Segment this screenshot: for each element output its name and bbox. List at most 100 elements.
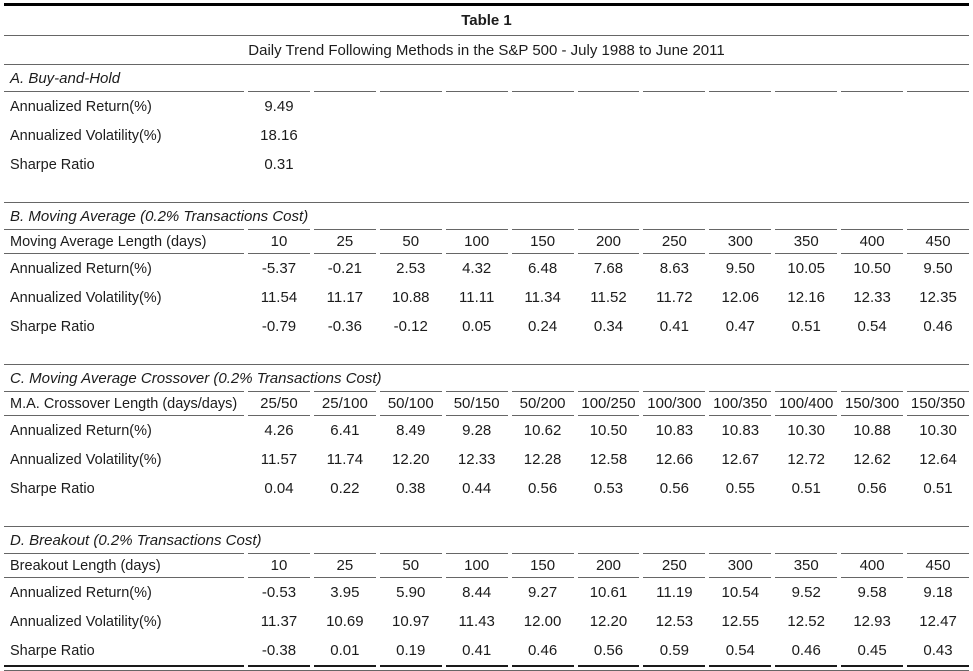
value-cell — [775, 121, 837, 150]
table-row: Sharpe Ratio -0.79 -0.36 -0.12 0.05 0.24 0.34 0… — [4, 312, 969, 341]
column-header-cell: 50/200 — [511, 391, 574, 415]
column-header-cell: 200 — [577, 553, 640, 577]
section-heading: A. Buy-and-Hold — [4, 64, 969, 91]
value-cell: 0.56 — [527, 480, 558, 497]
value-cell: 0.24 — [527, 318, 558, 335]
column-header-cell: 150/300 — [841, 391, 904, 415]
table-row: Annualized Volatility(%) 11.57 11.74 12.20 1… — [4, 445, 969, 474]
value-cell — [313, 91, 376, 121]
value-cell: 0.51 — [791, 318, 821, 335]
value-cell — [511, 91, 574, 121]
column-header-cell: 250 — [643, 229, 706, 253]
value-cell: 10.50 — [577, 415, 640, 445]
table-row: Annualized Volatility(%) 11.54 11.17 10.88 1… — [4, 283, 969, 312]
value-cell: 0.38 — [396, 480, 426, 497]
column-header-label: M.A. Crossover Length (days/days) — [4, 391, 244, 415]
value-cell: 5.90 — [379, 577, 442, 607]
value-cell: 0.54 — [709, 636, 772, 667]
value-cell — [907, 121, 969, 150]
value-cell: 12.64 — [919, 451, 957, 468]
value-cell — [643, 121, 705, 150]
value-cell — [841, 150, 903, 179]
column-header-cell: 250 — [643, 553, 706, 577]
row-label: Annualized Return(%) — [4, 415, 244, 445]
value-cell: 8.44 — [445, 577, 508, 607]
column-header-cell: 150 — [511, 553, 574, 577]
value-cell — [379, 91, 442, 121]
value-cell: 11.11 — [459, 289, 495, 306]
column-header-cell: 100/350 — [709, 391, 772, 415]
value-cell: 10.69 — [326, 613, 364, 630]
table-title-row: Table 1 — [4, 3, 969, 35]
column-header-cell: 100/400 — [775, 391, 838, 415]
value-cell — [907, 91, 969, 121]
value-cell: 12.62 — [853, 451, 891, 468]
value-cell: 10.30 — [907, 415, 969, 445]
value-cell: 0.56 — [659, 480, 689, 497]
value-cell — [380, 150, 442, 179]
value-cell: 9.50 — [907, 253, 969, 283]
value-cell: 11.72 — [656, 289, 693, 306]
value-cell: 10.62 — [511, 415, 574, 445]
value-cell: 3.95 — [313, 577, 376, 607]
value-cell: 6.48 — [511, 253, 574, 283]
section-heading-row: D. Breakout (0.2% Transactions Cost) — [4, 526, 969, 553]
value-cell: 10.05 — [775, 253, 838, 283]
column-header-cell: 50/100 — [379, 391, 442, 415]
value-cell — [709, 121, 771, 150]
row-label: Annualized Volatility(%) — [10, 613, 162, 630]
value-cell: 10.50 — [841, 253, 904, 283]
value-cell: 11.52 — [590, 289, 627, 306]
column-header-cell: 100/300 — [643, 391, 706, 415]
section-heading: D. Breakout (0.2% Transactions Cost) — [4, 526, 969, 553]
value-cell: 2.53 — [379, 253, 442, 283]
table-row: Annualized Return(%) -5.37 -0.21 2.53 4.32 6.… — [4, 253, 969, 283]
column-header-label: Moving Average Length (days) — [4, 229, 244, 253]
value-cell: 12.35 — [919, 289, 957, 306]
section-heading: C. Moving Average Crossover (0.2% Transa… — [4, 364, 969, 391]
value-cell: 11.54 — [260, 289, 298, 306]
column-header-cell: 150/350 — [907, 391, 969, 415]
value-cell: 12.06 — [721, 289, 760, 306]
value-cell: 4.32 — [445, 253, 508, 283]
value-cell — [512, 121, 574, 150]
value-cell — [314, 121, 376, 150]
value-cell: 12.58 — [589, 451, 628, 468]
value-cell — [446, 121, 508, 150]
table-row: Sharpe Ratio 0.04 0.22 0.38 0.44 0.56 0.53 0.56… — [4, 474, 969, 503]
spacer — [4, 341, 969, 364]
column-header-cell: 400 — [841, 553, 904, 577]
column-header-cell: 50 — [379, 229, 442, 253]
value-cell: 12.20 — [391, 451, 430, 468]
value-cell: -0.38 — [248, 636, 310, 667]
spacer — [4, 179, 969, 202]
value-cell: 10.88 — [841, 415, 904, 445]
value-cell — [643, 91, 706, 121]
value-cell — [841, 91, 904, 121]
section-heading: B. Moving Average (0.2% Transactions Cos… — [4, 202, 969, 229]
column-header-cell: 450 — [907, 229, 969, 253]
value-cell: 18.16 — [260, 127, 298, 144]
table-row: Sharpe Ratio 0.31 — [4, 150, 969, 179]
table-subtitle: Daily Trend Following Methods in the S&P… — [4, 35, 969, 64]
value-cell: -5.37 — [248, 253, 310, 283]
row-label: Sharpe Ratio — [10, 480, 95, 497]
value-cell: 10.30 — [775, 415, 838, 445]
row-label: Sharpe Ratio — [10, 318, 95, 335]
column-header-cell: 50 — [379, 553, 442, 577]
value-cell: 9.18 — [907, 577, 969, 607]
value-cell: 10.54 — [709, 577, 772, 607]
value-cell: 0.19 — [379, 636, 442, 667]
value-cell — [709, 91, 772, 121]
value-cell: 9.52 — [775, 577, 838, 607]
value-cell — [643, 150, 705, 179]
value-cell: 0.55 — [725, 480, 755, 497]
table-title: Table 1 — [4, 3, 969, 35]
value-cell: 12.72 — [787, 451, 825, 468]
value-cell: 12.33 — [853, 289, 891, 306]
row-label: Annualized Volatility(%) — [10, 289, 162, 306]
value-cell: 0.01 — [313, 636, 376, 667]
value-cell: 9.27 — [511, 577, 574, 607]
row-label: Annualized Volatility(%) — [10, 127, 162, 144]
value-cell: 0.31 — [264, 156, 294, 173]
